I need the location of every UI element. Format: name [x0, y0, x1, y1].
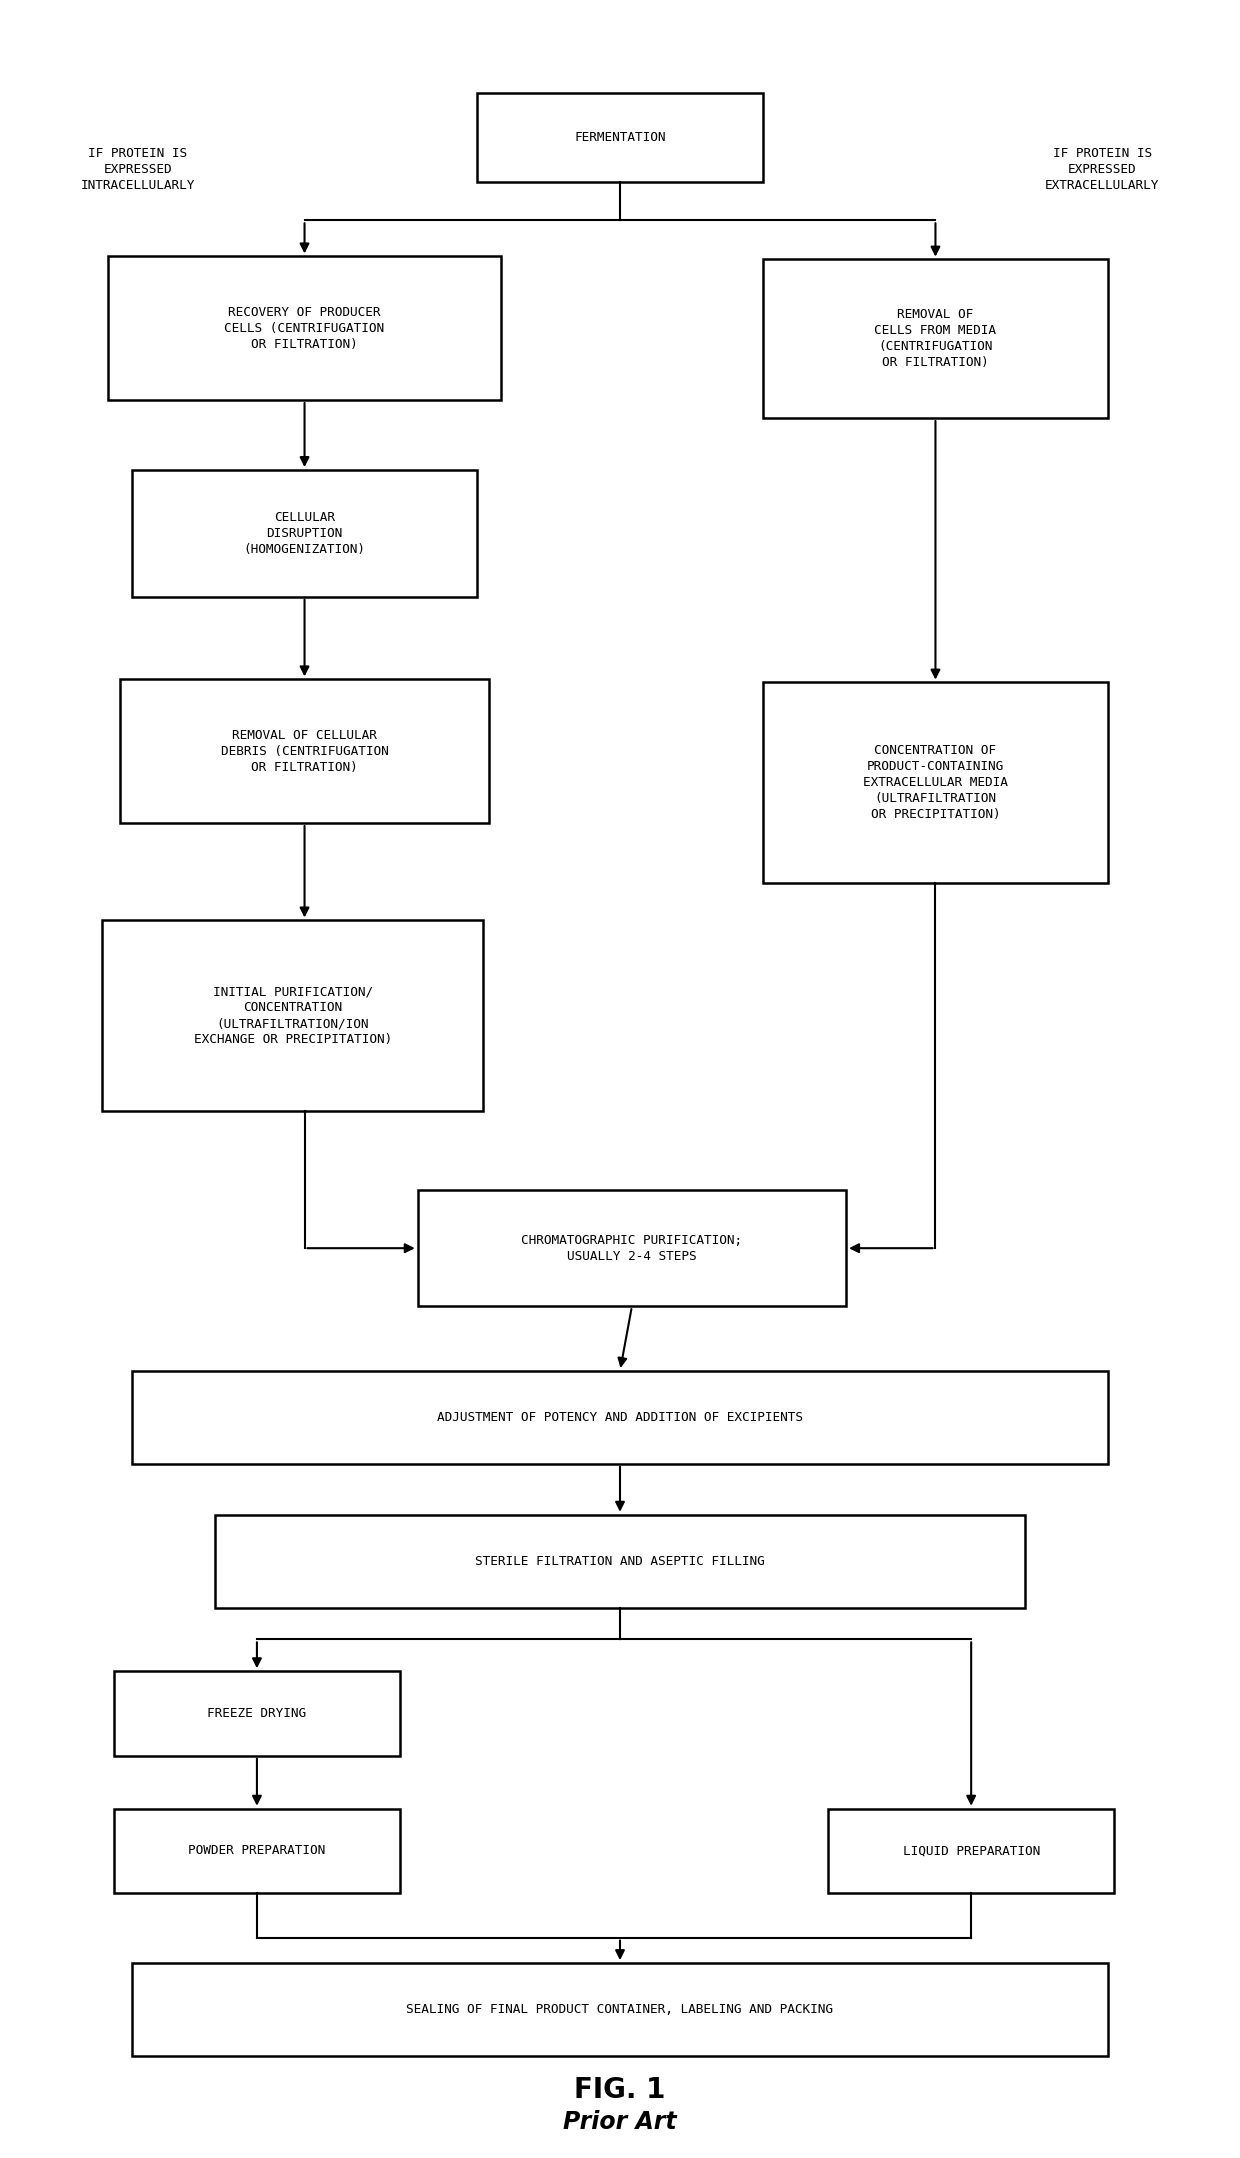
Text: REMOVAL OF CELLULAR
DEBRIS (CENTRIFUGATION
OR FILTRATION): REMOVAL OF CELLULAR DEBRIS (CENTRIFUGATI…: [221, 729, 388, 775]
Text: RECOVERY OF PRODUCER
CELLS (CENTRIFUGATION
OR FILTRATION): RECOVERY OF PRODUCER CELLS (CENTRIFUGATI…: [224, 306, 384, 352]
Text: CHROMATOGRAPHIC PURIFICATION;
USUALLY 2-4 STEPS: CHROMATOGRAPHIC PURIFICATION; USUALLY 2-…: [521, 1234, 743, 1262]
FancyBboxPatch shape: [131, 1370, 1109, 1463]
FancyBboxPatch shape: [102, 919, 484, 1111]
Text: IF PROTEIN IS
EXPRESSED
EXTRACELLULARLY: IF PROTEIN IS EXPRESSED EXTRACELLULARLY: [1045, 147, 1159, 192]
FancyBboxPatch shape: [131, 470, 477, 598]
Text: CELLULAR
DISRUPTION
(HOMOGENIZATION): CELLULAR DISRUPTION (HOMOGENIZATION): [243, 511, 366, 557]
Text: FERMENTATION: FERMENTATION: [574, 132, 666, 145]
Text: INITIAL PURIFICATION/
CONCENTRATION
(ULTRAFILTRATION/ION
EXCHANGE OR PRECIPITATI: INITIAL PURIFICATION/ CONCENTRATION (ULT…: [193, 984, 392, 1047]
Text: FREEZE DRYING: FREEZE DRYING: [207, 1707, 306, 1720]
FancyBboxPatch shape: [114, 1670, 399, 1757]
Text: ADJUSTMENT OF POTENCY AND ADDITION OF EXCIPIENTS: ADJUSTMENT OF POTENCY AND ADDITION OF EX…: [436, 1411, 804, 1424]
FancyBboxPatch shape: [114, 1808, 399, 1893]
FancyBboxPatch shape: [120, 680, 489, 822]
Text: LIQUID PREPARATION: LIQUID PREPARATION: [903, 1845, 1040, 1858]
FancyBboxPatch shape: [131, 1964, 1109, 2057]
FancyBboxPatch shape: [108, 257, 501, 399]
Text: FIG. 1: FIG. 1: [574, 2076, 666, 2104]
FancyBboxPatch shape: [763, 259, 1109, 419]
Text: POWDER PREPARATION: POWDER PREPARATION: [188, 1845, 326, 1858]
FancyBboxPatch shape: [418, 1189, 846, 1306]
Text: STERILE FILTRATION AND ASEPTIC FILLING: STERILE FILTRATION AND ASEPTIC FILLING: [475, 1554, 765, 1567]
Text: Prior Art: Prior Art: [563, 2111, 677, 2134]
Text: REMOVAL OF
CELLS FROM MEDIA
(CENTRIFUGATION
OR FILTRATION): REMOVAL OF CELLS FROM MEDIA (CENTRIFUGAT…: [874, 309, 997, 369]
Text: IF PROTEIN IS
EXPRESSED
INTRACELLULARLY: IF PROTEIN IS EXPRESSED INTRACELLULARLY: [81, 147, 195, 192]
FancyBboxPatch shape: [477, 93, 763, 181]
Text: CONCENTRATION OF
PRODUCT-CONTAINING
EXTRACELLULAR MEDIA
(ULTRAFILTRATION
OR PREC: CONCENTRATION OF PRODUCT-CONTAINING EXTR…: [863, 745, 1008, 822]
FancyBboxPatch shape: [828, 1808, 1114, 1893]
Text: SEALING OF FINAL PRODUCT CONTAINER, LABELING AND PACKING: SEALING OF FINAL PRODUCT CONTAINER, LABE…: [407, 2003, 833, 2016]
FancyBboxPatch shape: [763, 682, 1109, 883]
FancyBboxPatch shape: [216, 1515, 1024, 1608]
